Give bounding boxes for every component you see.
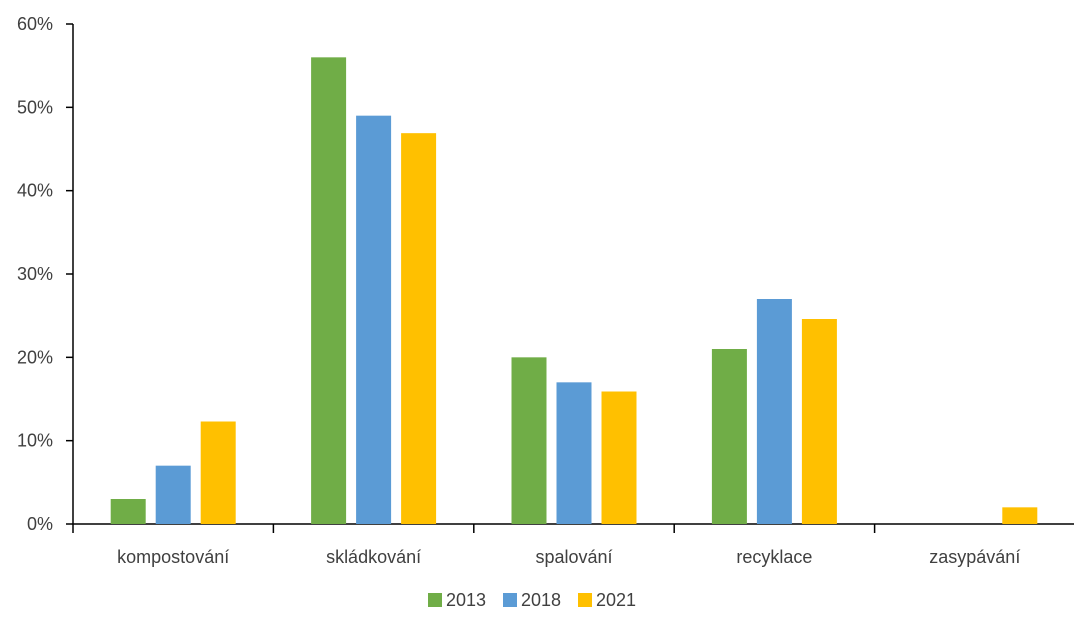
bar-2018-3 bbox=[756, 299, 792, 524]
bar-2013-1 bbox=[311, 57, 347, 524]
x-category-label: recyklace bbox=[736, 547, 812, 567]
y-tick-label: 20% bbox=[17, 347, 53, 367]
y-tick-label: 60% bbox=[17, 14, 53, 34]
bar-2021-1 bbox=[401, 133, 437, 524]
bar-2013-2 bbox=[511, 357, 547, 524]
bar-2021-2 bbox=[601, 391, 637, 524]
bar-2018-2 bbox=[556, 382, 592, 524]
legend-swatch-2018 bbox=[503, 593, 517, 607]
legend-label: 2021 bbox=[596, 590, 636, 610]
x-category-label: zasypávání bbox=[929, 547, 1020, 567]
bars bbox=[110, 57, 1038, 525]
x-category-label: spalování bbox=[535, 547, 612, 567]
legend-label: 2013 bbox=[446, 590, 486, 610]
x-axis: kompostování skládkování spalování recyklac… bbox=[72, 523, 1074, 567]
y-tick-label: 0% bbox=[27, 514, 53, 534]
bar-2018-0 bbox=[155, 465, 191, 524]
y-tick-label: 10% bbox=[17, 431, 53, 451]
x-category-label: kompostování bbox=[117, 547, 229, 567]
legend-swatch-2013 bbox=[428, 593, 442, 607]
y-tick-label: 40% bbox=[17, 181, 53, 201]
x-category-label: skládkování bbox=[326, 547, 421, 567]
bar-2013-3 bbox=[711, 349, 747, 524]
bar-2021-4 bbox=[1002, 507, 1038, 524]
y-tick-label: 30% bbox=[17, 264, 53, 284]
y-tick-label: 50% bbox=[17, 97, 53, 117]
y-axis: 0% 10% 20% 30% 40% 50% 60% bbox=[17, 14, 74, 534]
legend-swatch-2021 bbox=[578, 593, 592, 607]
bar-2018-1 bbox=[356, 115, 392, 525]
legend-label: 2018 bbox=[521, 590, 561, 610]
legend: 2013 2018 2021 bbox=[428, 590, 636, 610]
bar-2021-3 bbox=[801, 319, 837, 524]
bar-2021-0 bbox=[200, 421, 236, 524]
bar-2013-0 bbox=[110, 499, 146, 524]
